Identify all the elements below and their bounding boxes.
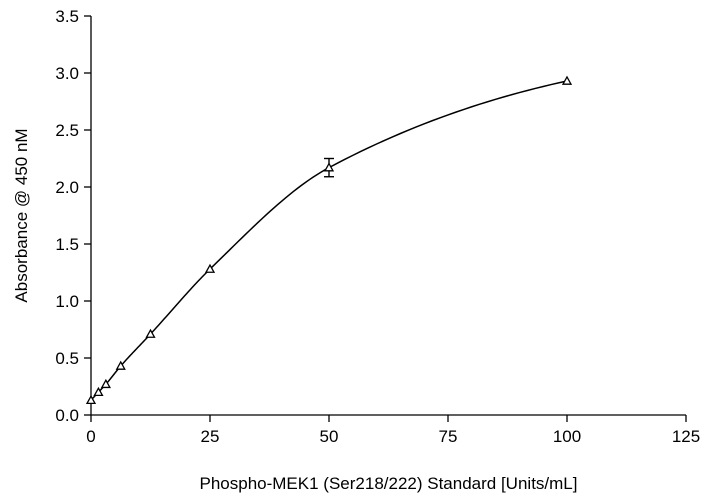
axes: 0 25 50 75 100 125 0.0 0.5 1.0 1.5 2.0 2.5 3.0 3.5 <box>55 7 700 446</box>
data-point-marker <box>325 164 333 171</box>
x-tick-label: 100 <box>553 427 581 446</box>
y-tick-label: 3.5 <box>55 7 79 26</box>
y-axis-title: Absorbance @ 450 nM <box>12 128 31 302</box>
y-tick-label: 1.5 <box>55 235 79 254</box>
y-tick-label: 0.0 <box>55 406 79 425</box>
fit-curve-group <box>91 81 567 400</box>
x-tick-label: 75 <box>439 427 458 446</box>
y-tick-label: 3.0 <box>55 64 79 83</box>
y-tick-label: 0.5 <box>55 349 79 368</box>
x-tick-label: 125 <box>672 427 700 446</box>
data-points-group <box>87 77 571 403</box>
x-tick-label: 50 <box>320 427 339 446</box>
x-tick-label: 0 <box>86 427 95 446</box>
y-tick-label: 2.5 <box>55 121 79 140</box>
x-axis-title: Phospho-MEK1 (Ser218/222) Standard [Unit… <box>200 474 578 493</box>
data-point-marker <box>563 77 571 84</box>
x-tick-label: 25 <box>201 427 220 446</box>
fit-curve-line <box>91 81 567 400</box>
y-tick-label: 2.0 <box>55 178 79 197</box>
y-tick-label: 1.0 <box>55 292 79 311</box>
